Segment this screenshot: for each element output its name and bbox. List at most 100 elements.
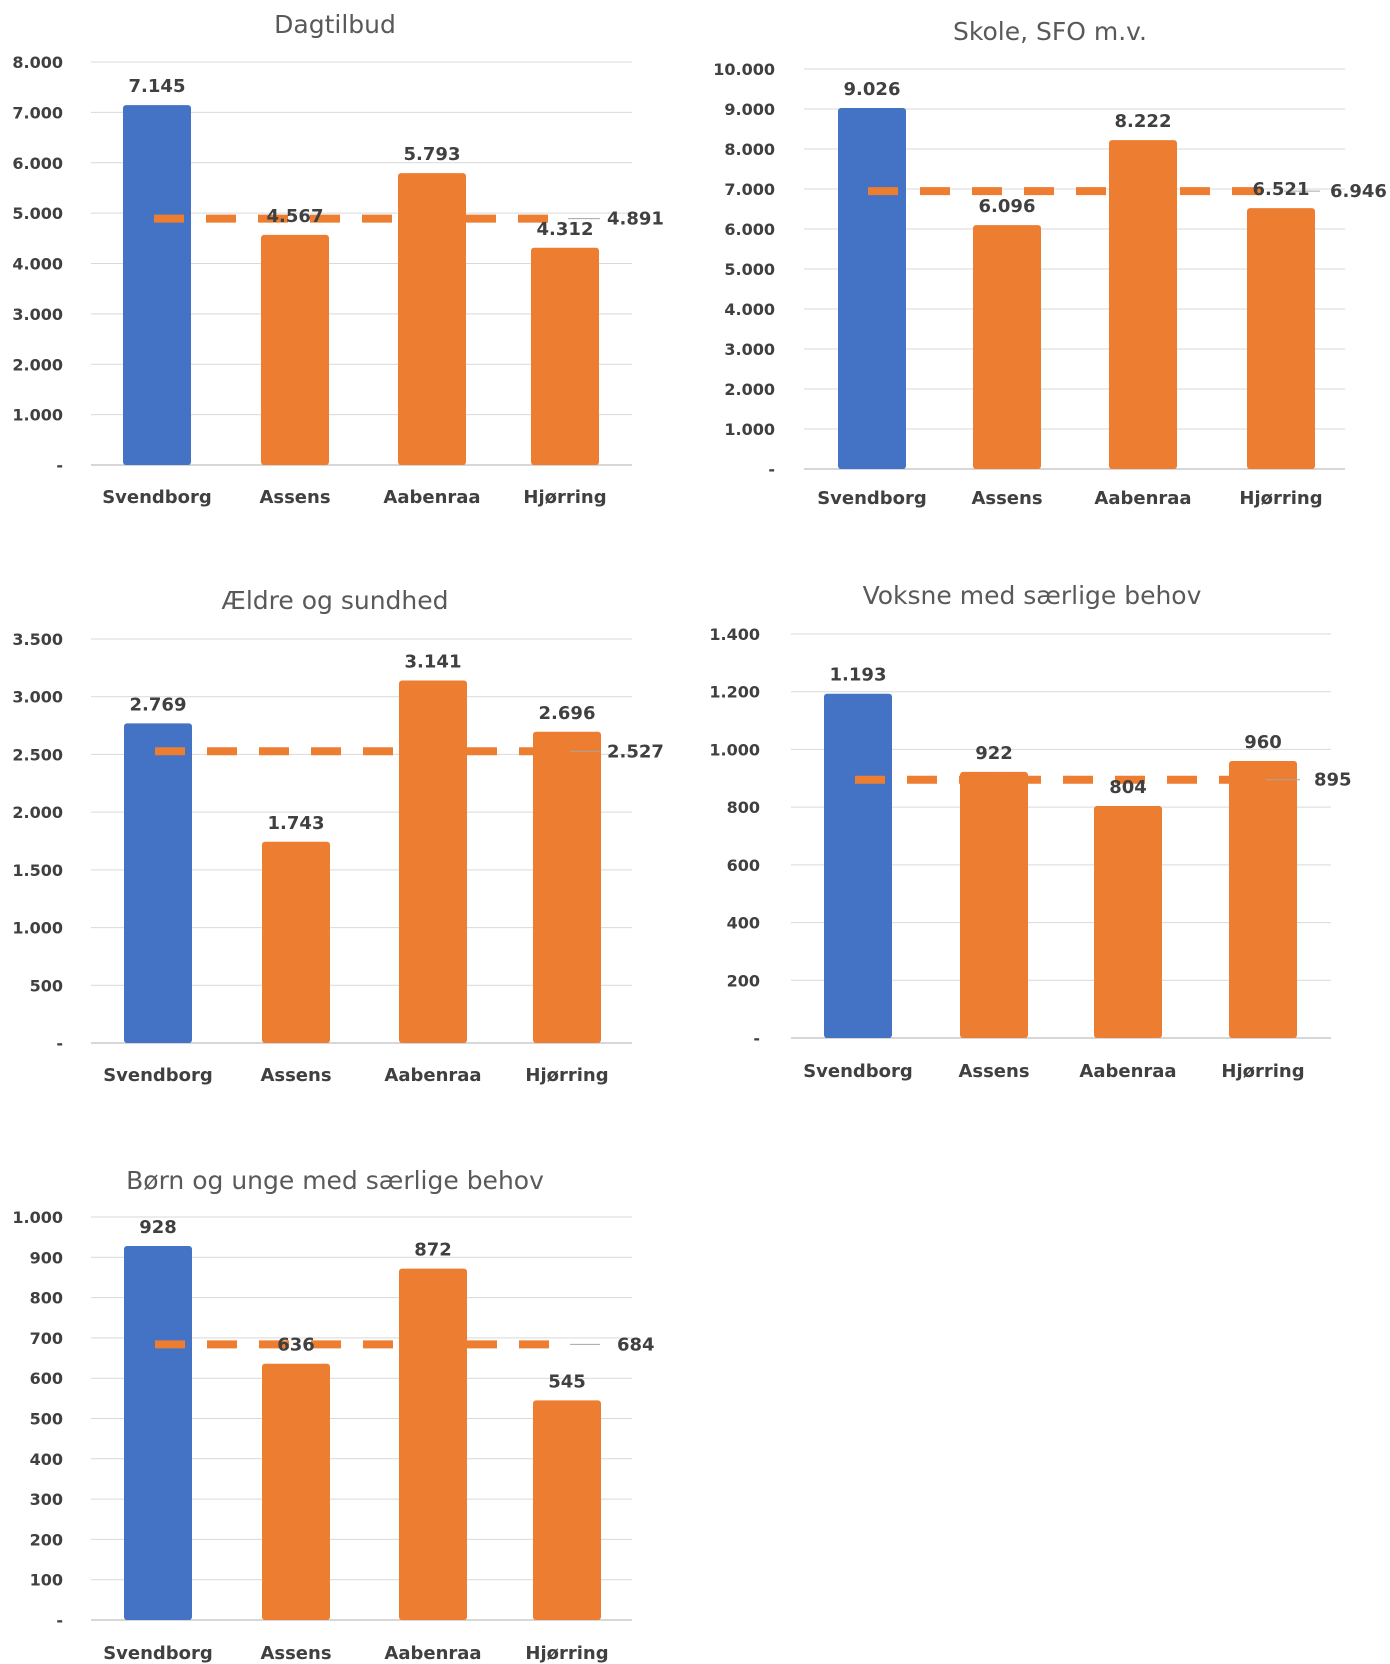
y-tick-label: 7.000	[12, 103, 63, 122]
bar-assens	[261, 234, 329, 465]
y-tick-label: 5.000	[12, 204, 63, 223]
category-label-aabenraa: Aabenraa	[384, 1065, 481, 1086]
category-label-svendborg: Svendborg	[102, 487, 212, 508]
y-tick-label: 1.400	[709, 625, 760, 644]
bar-hjoerring	[1247, 208, 1315, 469]
data-label-assens: 1.743	[268, 813, 325, 834]
data-label-aabenraa: 3.141	[405, 651, 462, 672]
category-label-assens: Assens	[260, 1643, 331, 1664]
category-label-svendborg: Svendborg	[103, 1065, 213, 1086]
bar-assens	[960, 771, 1028, 1038]
bar-svendborg	[123, 105, 191, 466]
y-tick-label: 600	[30, 1369, 63, 1388]
y-tick-label: 100	[30, 1571, 63, 1590]
y-tick-label: 2.000	[12, 355, 63, 374]
bar-hjoerring	[1229, 760, 1297, 1038]
chart-skole-sfo: Skole, SFO m.v. - 1.000 2.000 3.000 4.000 5.00…	[713, 17, 1387, 509]
y-tick-label: -	[56, 456, 63, 475]
chart-title: Ældre og sundhed	[221, 586, 448, 615]
y-tick-label: 1.000	[724, 420, 775, 439]
category-label-assens: Assens	[260, 1065, 331, 1086]
category-label-hjoerring: Hjørring	[1221, 1061, 1304, 1082]
bar-svendborg	[824, 693, 892, 1038]
bar-svendborg	[838, 107, 906, 470]
y-tick-label: 9.000	[724, 100, 775, 119]
bar-hjoerring	[533, 731, 601, 1043]
chart-title: Børn og unge med særlige behov	[126, 1166, 544, 1195]
y-tick-label: 700	[30, 1329, 63, 1348]
y-tick-label: 6.000	[12, 154, 63, 173]
y-tick-label: 500	[30, 1410, 63, 1429]
bar-assens	[262, 841, 330, 1043]
category-label-assens: Assens	[958, 1061, 1029, 1082]
y-tick-label: 400	[30, 1450, 63, 1469]
data-label-aabenraa: 872	[414, 1240, 452, 1261]
y-tick-label: 7.000	[724, 180, 775, 199]
category-label-aabenraa: Aabenraa	[1079, 1061, 1176, 1082]
chart-title: Dagtilbud	[274, 10, 396, 39]
category-label-svendborg: Svendborg	[803, 1061, 913, 1082]
y-tick-label: 900	[30, 1248, 63, 1267]
average-value-label: 6.946	[1330, 181, 1387, 202]
data-label-assens: 922	[975, 743, 1013, 764]
y-tick-label: -	[56, 1611, 63, 1630]
bar-aabenraa	[1109, 140, 1177, 469]
average-value-label: 4.891	[607, 209, 664, 230]
y-tick-label: 2.500	[12, 745, 63, 764]
data-label-aabenraa: 8.222	[1115, 111, 1172, 132]
data-label-hjoerring: 4.312	[537, 219, 594, 240]
chart-voksne-saerlige-behov: Voksne med særlige behov - 200 400 600 800 1.0…	[709, 581, 1351, 1082]
data-label-assens: 636	[277, 1335, 315, 1356]
bar-hjoerring	[533, 1400, 601, 1620]
y-tick-label: 800	[727, 798, 760, 817]
y-tick-label: 1.500	[12, 861, 63, 880]
chart-dagtilbud: Dagtilbud - 1.000 2.000 3.000 4.000 5.000 6.000…	[12, 10, 664, 508]
bar-aabenraa	[398, 173, 466, 466]
y-tick-label: 6.000	[724, 220, 775, 239]
chart-title: Voksne med særlige behov	[863, 581, 1202, 610]
data-label-hjoerring: 2.696	[539, 703, 596, 724]
y-tick-label: 200	[727, 971, 760, 990]
y-tick-label: 5.000	[724, 260, 775, 279]
y-tick-label: 400	[727, 914, 760, 933]
bar-aabenraa	[1094, 805, 1162, 1038]
data-label-svendborg: 7.145	[129, 76, 186, 97]
y-tick-label: -	[56, 1034, 63, 1053]
y-tick-label: 4.000	[12, 255, 63, 274]
data-label-hjoerring: 6.521	[1253, 179, 1310, 200]
category-label-aabenraa: Aabenraa	[1094, 488, 1191, 509]
y-tick-label: 1.200	[709, 683, 760, 702]
y-tick-label: 1.000	[12, 919, 63, 938]
data-label-svendborg: 9.026	[844, 79, 901, 100]
category-label-svendborg: Svendborg	[817, 488, 927, 509]
y-tick-label: 500	[30, 976, 63, 995]
data-label-hjoerring: 960	[1244, 732, 1282, 753]
average-value-label: 684	[617, 1334, 655, 1355]
category-label-hjoerring: Hjørring	[523, 487, 606, 508]
category-label-hjoerring: Hjørring	[525, 1643, 608, 1664]
y-tick-label: -	[768, 460, 775, 479]
category-label-aabenraa: Aabenraa	[384, 1643, 481, 1664]
y-tick-label: -	[753, 1029, 760, 1048]
data-label-aabenraa: 804	[1109, 777, 1147, 798]
y-tick-label: 300	[30, 1490, 63, 1509]
data-label-assens: 6.096	[979, 196, 1036, 217]
data-label-aabenraa: 5.793	[404, 144, 461, 165]
y-tick-label: 1.000	[12, 406, 63, 425]
category-label-svendborg: Svendborg	[103, 1643, 213, 1664]
y-tick-label: 3.000	[724, 340, 775, 359]
average-value-label: 2.527	[607, 741, 664, 762]
y-tick-label: 1.000	[709, 740, 760, 759]
y-tick-label: 3.000	[12, 305, 63, 324]
y-tick-label: 3.000	[12, 688, 63, 707]
data-label-svendborg: 2.769	[130, 694, 187, 715]
category-label-aabenraa: Aabenraa	[383, 487, 480, 508]
bar-hjoerring	[531, 247, 599, 465]
y-tick-label: 8.000	[12, 53, 63, 72]
y-tick-label: 8.000	[724, 140, 775, 159]
y-tick-label: 1.000	[12, 1208, 63, 1227]
bar-svendborg	[124, 723, 192, 1043]
y-tick-label: 200	[30, 1530, 63, 1549]
data-label-svendborg: 1.193	[830, 665, 887, 686]
